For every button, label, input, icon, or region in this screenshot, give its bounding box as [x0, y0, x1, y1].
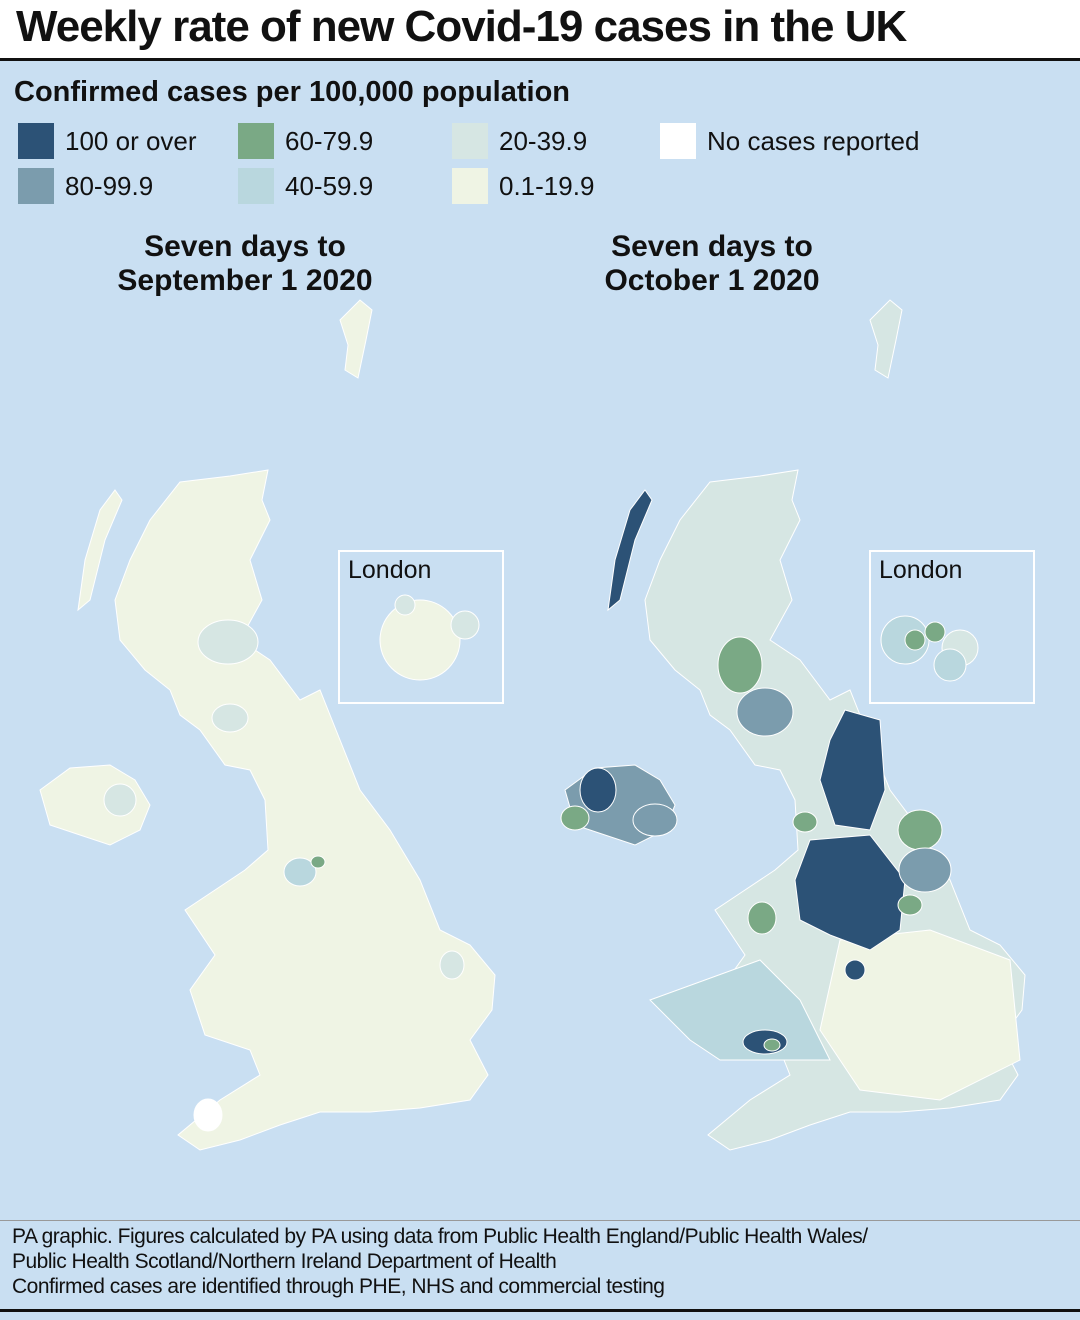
legend-swatch: [660, 123, 696, 159]
legend-item: 100 or over: [18, 122, 197, 160]
footer-line: PA graphic. Figures calculated by PA usi…: [12, 1225, 868, 1248]
legend-item: 0.1-19.9: [452, 167, 594, 205]
footer: PA graphic. Figures calculated by PA usi…: [0, 1220, 1080, 1312]
region: [904, 629, 926, 651]
region: [197, 619, 259, 665]
footer-line: Confirmed cases are identified through P…: [12, 1275, 665, 1298]
region: [560, 805, 590, 831]
region: [632, 803, 678, 837]
region: [649, 959, 831, 1061]
london-september: [379, 594, 480, 681]
region: [898, 847, 952, 893]
region: [933, 648, 967, 682]
london-inset: London: [869, 550, 1035, 704]
legend-item: 80-99.9: [18, 167, 153, 205]
legend-label: 60-79.9: [285, 125, 374, 156]
region: [579, 767, 617, 813]
region: [211, 703, 249, 733]
region: [897, 809, 943, 851]
region: [736, 687, 794, 737]
legend-label: No cases reported: [707, 125, 920, 156]
map-title: Seven days to September 1 2020: [65, 230, 425, 298]
region: [450, 610, 480, 640]
region: [792, 811, 818, 833]
footer-line: Public Health Scotland/Northern Ireland …: [12, 1250, 557, 1273]
inset-label: London: [879, 556, 963, 584]
inset-label: London: [348, 556, 432, 584]
region: [717, 636, 763, 694]
legend-label: 0.1-19.9: [499, 170, 595, 201]
map-october: [560, 299, 1026, 1151]
map-title: Seven days to October 1 2020: [532, 230, 892, 298]
map-title-line: Seven days to: [144, 230, 346, 263]
region: [439, 950, 465, 980]
region: [339, 299, 373, 379]
region: [869, 299, 903, 379]
region: [193, 1098, 223, 1132]
map-title-line: Seven days to: [611, 230, 813, 263]
region: [607, 489, 653, 611]
legend-label: 100 or over: [65, 125, 197, 156]
map-title-line: October 1 2020: [604, 264, 820, 297]
legend-item: 60-79.9: [238, 122, 373, 160]
region: [897, 894, 923, 916]
region: [747, 901, 777, 935]
map-september: [39, 299, 496, 1151]
legend-title: Confirmed cases per 100,000 population: [14, 76, 571, 108]
header: Weekly rate of new Covid-19 cases in the…: [0, 0, 1080, 61]
region: [794, 834, 906, 951]
region: [103, 783, 137, 817]
legend-item: 20-39.9: [452, 122, 587, 160]
legend-swatch: [452, 123, 488, 159]
legend-swatch: [238, 168, 274, 204]
legend-item: No cases reported: [660, 122, 919, 160]
region: [77, 489, 123, 611]
region: [763, 1038, 781, 1052]
legend-item: 40-59.9: [238, 167, 373, 205]
legend-label: 20-39.9: [499, 125, 588, 156]
london-inset: London: [338, 550, 504, 704]
region: [394, 594, 416, 616]
legend-label: 40-59.9: [285, 170, 374, 201]
legend-swatch: [238, 123, 274, 159]
legend-swatch: [452, 168, 488, 204]
region: [283, 857, 317, 887]
region: [924, 621, 946, 643]
region: [844, 959, 866, 981]
region: [379, 599, 461, 681]
region: [819, 709, 886, 831]
map-title-line: September 1 2020: [117, 264, 373, 297]
region: [310, 855, 326, 869]
legend-swatch: [18, 168, 54, 204]
region: [819, 929, 1021, 1101]
title: Weekly rate of new Covid-19 cases in the…: [16, 2, 907, 51]
legend-swatch: [18, 123, 54, 159]
legend-label: 80-99.9: [65, 170, 154, 201]
